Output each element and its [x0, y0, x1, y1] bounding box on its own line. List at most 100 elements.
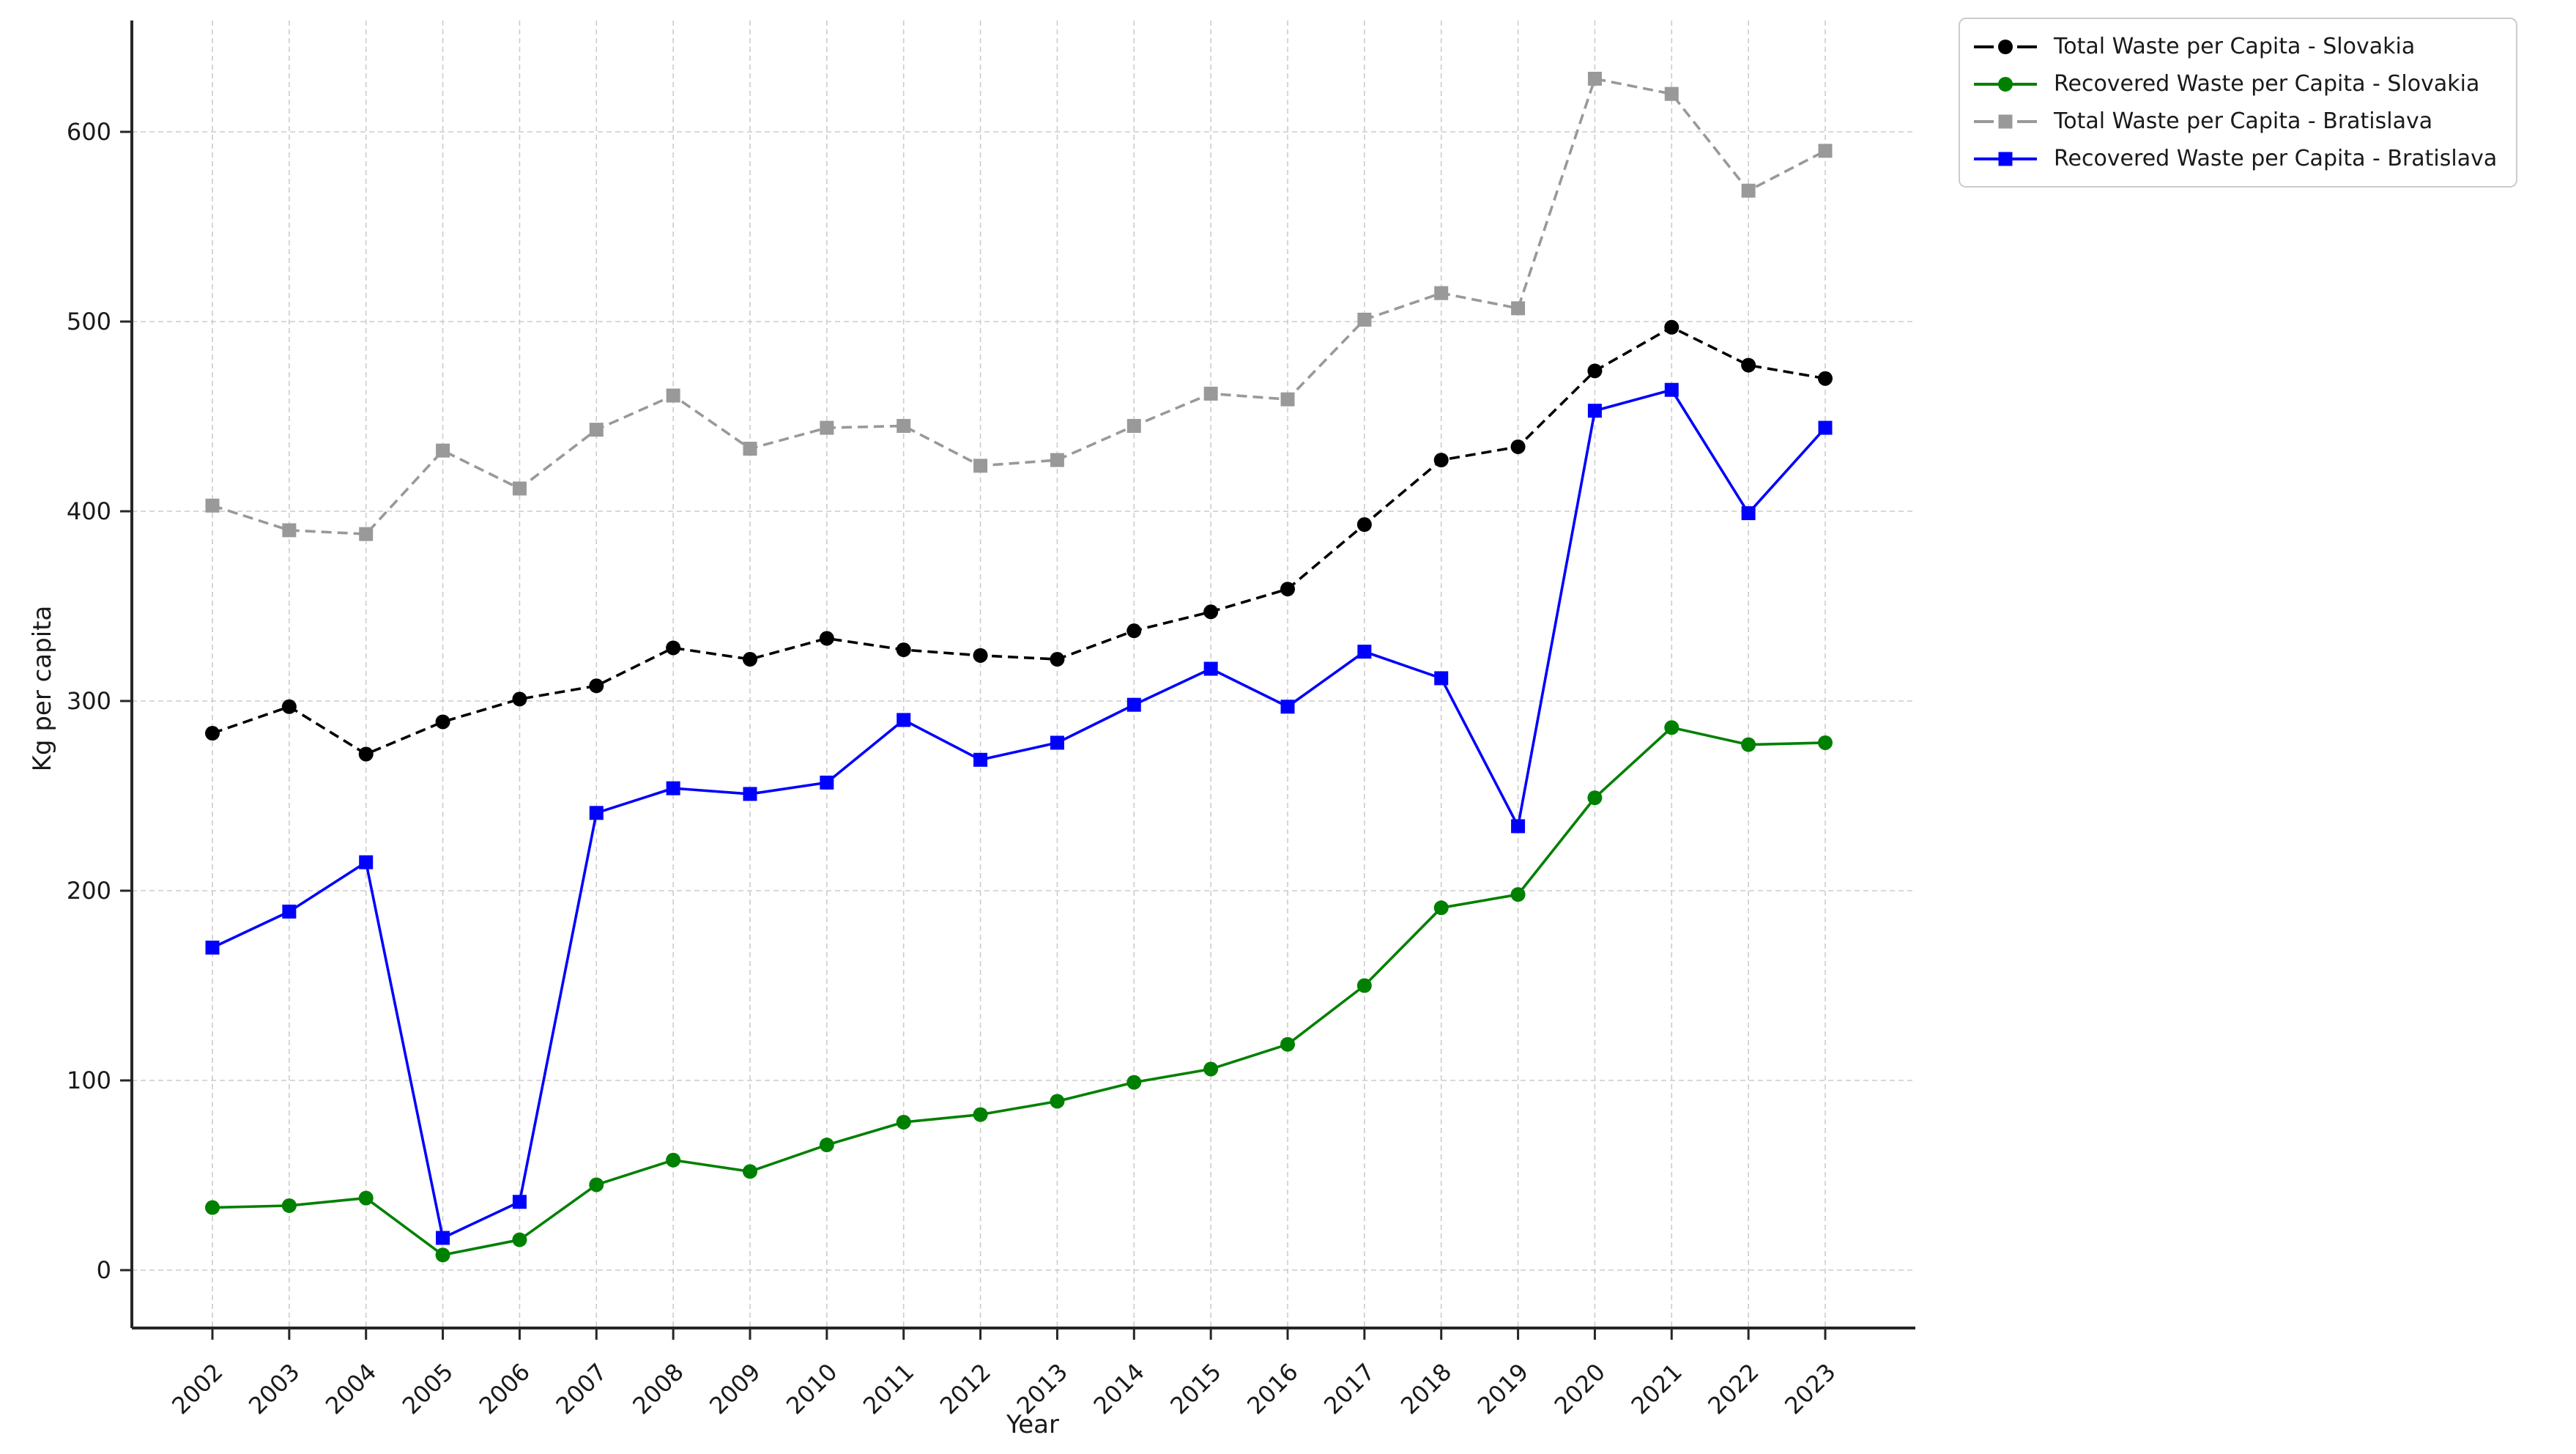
data-point-marker	[1126, 697, 1141, 712]
data-point-marker	[666, 388, 680, 403]
data-point-marker	[436, 443, 450, 458]
data-point-marker	[1126, 623, 1142, 639]
data-point-marker	[1587, 71, 1602, 86]
legend-label: Total Waste per Capita - Bratislava	[2054, 108, 2433, 134]
data-point-marker	[1280, 582, 1295, 597]
series-line	[212, 325, 1826, 756]
data-point-marker	[1510, 439, 1526, 454]
y-tick-label: 500	[67, 308, 111, 335]
data-point-marker	[358, 746, 374, 762]
data-point-marker	[589, 678, 604, 694]
y-axis-label: Kg per capita	[28, 605, 57, 772]
data-point-marker	[512, 1232, 527, 1247]
data-point-marker	[1434, 671, 1449, 686]
data-point-marker	[666, 1152, 681, 1168]
data-point-marker	[205, 498, 220, 513]
data-point-marker	[512, 481, 527, 496]
data-point-marker	[1587, 404, 1602, 418]
data-point-marker	[1664, 382, 1679, 397]
series-line	[212, 388, 1827, 1239]
y-tick-label: 100	[67, 1067, 111, 1094]
legend-label: Recovered Waste per Capita - Slovakia	[2054, 71, 2480, 97]
data-point-marker	[819, 1138, 834, 1153]
data-point-marker	[1433, 453, 1449, 468]
x-tick-label: 2003	[243, 1358, 305, 1420]
data-point-marker	[897, 713, 911, 727]
x-axis-label: Year	[1006, 1410, 1059, 1439]
data-point-marker	[1587, 790, 1603, 806]
data-point-marker	[1817, 735, 1833, 750]
x-tick-label: 2004	[320, 1358, 382, 1420]
x-tick-label: 2002	[166, 1358, 228, 1420]
data-point-marker	[666, 781, 680, 795]
data-point-marker	[1817, 371, 1833, 386]
data-point-marker	[205, 941, 220, 955]
data-point-marker	[1433, 900, 1449, 916]
data-point-marker	[742, 652, 757, 667]
data-point-marker	[1664, 720, 1679, 735]
data-point-marker	[512, 691, 527, 707]
data-point-marker	[1741, 183, 1756, 198]
x-tick-label: 2009	[704, 1358, 765, 1420]
data-point-marker	[1203, 1061, 1219, 1077]
data-point-marker	[973, 648, 988, 663]
legend-circle-swatch-icon	[1974, 76, 2037, 92]
data-point-marker	[282, 523, 297, 538]
data-point-marker	[1356, 978, 1372, 993]
data-point-marker	[281, 699, 297, 714]
data-point-marker	[1741, 506, 1756, 521]
x-tick-label: 2006	[474, 1358, 535, 1420]
data-point-marker	[1664, 86, 1679, 101]
legend-square-swatch-icon	[1974, 114, 2037, 128]
data-point-marker	[1510, 887, 1526, 902]
y-tick-label: 400	[67, 497, 111, 525]
data-point-marker	[973, 459, 988, 473]
x-tick-label: 2007	[550, 1358, 612, 1420]
legend-marker	[1998, 114, 2013, 128]
data-point-marker	[820, 775, 834, 790]
data-point-marker	[436, 1231, 450, 1245]
data-point-marker	[1050, 735, 1064, 750]
data-point-marker	[512, 1195, 527, 1209]
data-point-marker	[1357, 645, 1372, 659]
x-tick-label: 2019	[1472, 1358, 1534, 1420]
data-point-marker	[1203, 604, 1219, 620]
data-point-marker	[1050, 652, 1065, 667]
data-point-marker	[589, 1177, 604, 1192]
y-tick-label: 0	[97, 1256, 111, 1284]
x-tick-label: 2011	[858, 1358, 919, 1420]
legend-item: Total Waste per Capita - Bratislava	[1972, 108, 2497, 134]
legend-circle-swatch-icon	[1974, 39, 2037, 54]
data-point-marker	[896, 1114, 911, 1130]
legend-square-swatch-icon	[1974, 152, 2037, 166]
x-tick-label: 2021	[1625, 1358, 1687, 1420]
x-tick-label: 2018	[1395, 1358, 1457, 1420]
data-point-marker	[589, 806, 604, 820]
data-point-marker	[973, 752, 988, 767]
data-point-marker	[281, 1198, 297, 1213]
data-point-marker	[1050, 1094, 1065, 1109]
data-point-marker	[359, 855, 374, 869]
y-tick-label: 200	[67, 877, 111, 905]
data-point-marker	[1126, 418, 1141, 433]
data-point-marker	[1664, 319, 1679, 335]
data-point-marker	[282, 904, 297, 919]
legend-item: Recovered Waste per Capita - Slovakia	[1972, 71, 2497, 97]
legend: Total Waste per Capita - Slovakia Recover…	[1959, 18, 2518, 188]
data-point-marker	[1511, 301, 1526, 316]
data-point-marker	[1587, 363, 1603, 379]
data-point-marker	[742, 1164, 757, 1179]
data-point-marker	[205, 726, 220, 741]
data-point-marker	[1818, 420, 1833, 435]
data-point-marker	[1357, 312, 1372, 327]
data-point-marker	[819, 631, 834, 646]
data-point-marker	[205, 1200, 220, 1215]
y-tick-label: 300	[67, 687, 111, 715]
data-point-marker	[1434, 286, 1449, 300]
data-point-marker	[359, 527, 374, 541]
data-point-marker	[435, 1247, 450, 1263]
data-point-marker	[1203, 661, 1218, 676]
data-point-marker	[358, 1190, 374, 1206]
